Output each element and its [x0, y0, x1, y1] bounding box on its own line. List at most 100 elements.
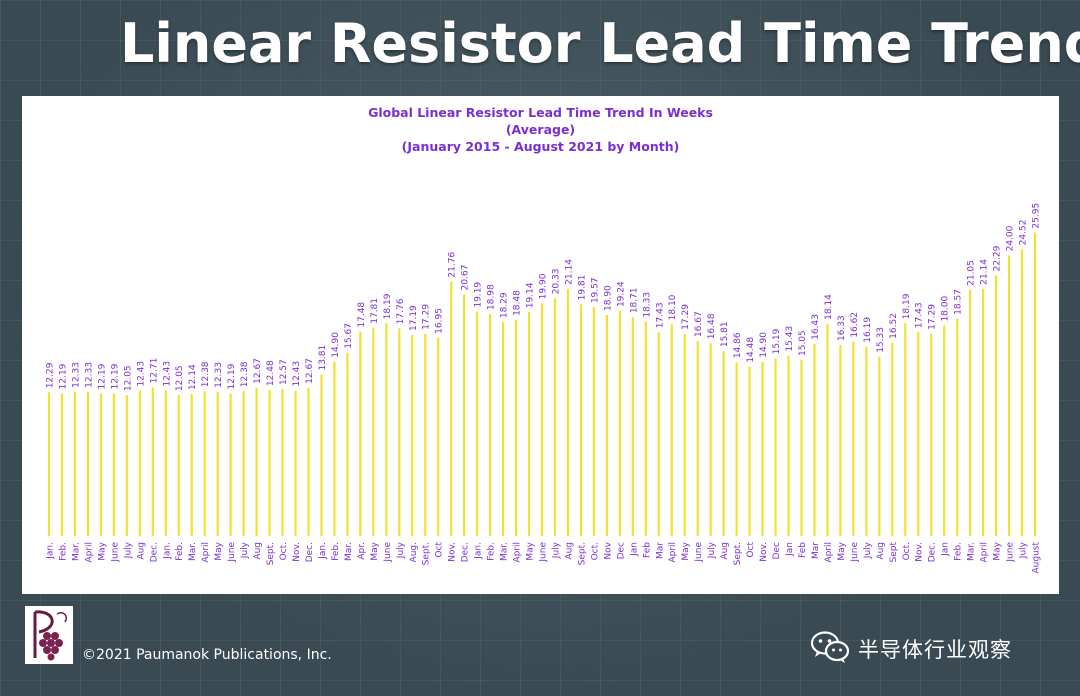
bar — [1007, 255, 1011, 536]
data-label: 15.19 — [772, 328, 782, 354]
chart-subtitle: (Average) — [505, 122, 576, 137]
x-tick-label: May — [97, 541, 107, 560]
bar — [852, 341, 855, 536]
bar — [670, 324, 673, 536]
bar — [735, 362, 738, 536]
x-tick-label: Mar. — [188, 542, 198, 561]
data-label: 17.29 — [422, 304, 432, 330]
x-tick-label: Aug. — [409, 542, 419, 562]
bar — [450, 281, 453, 536]
x-tick-label: Sept — [889, 542, 899, 563]
x-tick-label: Nov. — [448, 542, 458, 562]
bar — [644, 321, 647, 536]
x-tick-label: Mar — [811, 542, 821, 559]
data-label: 12.19 — [58, 363, 68, 389]
bar — [99, 393, 102, 536]
bar — [203, 391, 206, 536]
bar — [229, 393, 232, 536]
x-tick-label: Feb — [642, 542, 652, 558]
bar — [424, 333, 427, 536]
x-tick-label: Dec. — [149, 542, 159, 562]
data-label: 18.29 — [500, 292, 510, 318]
x-tick-label: July — [863, 541, 873, 559]
data-label: 14.48 — [746, 337, 756, 363]
bar — [800, 360, 803, 536]
wechat-icon — [810, 630, 850, 668]
bar — [553, 298, 557, 536]
x-tick-label: April — [84, 542, 94, 563]
bar — [904, 323, 907, 536]
x-tick-label: Dec — [772, 542, 782, 559]
data-label: 19.24 — [616, 281, 626, 307]
bar — [943, 325, 946, 536]
bar — [73, 391, 77, 536]
x-tick-label: July — [240, 541, 250, 559]
bar — [994, 275, 998, 536]
x-tick-label: Aug — [136, 542, 146, 560]
data-label: 14.90 — [331, 332, 341, 358]
bar — [138, 390, 141, 536]
x-tick-label: Jan — [941, 542, 951, 557]
bar — [592, 307, 595, 536]
bar — [216, 391, 219, 536]
bar — [527, 312, 531, 536]
data-label: 16.67 — [694, 311, 704, 337]
data-label: 18.19 — [383, 293, 393, 319]
data-label: 13.81 — [318, 345, 328, 371]
data-label: 12.29 — [46, 362, 56, 388]
data-label: 18.14 — [824, 294, 834, 320]
bar — [294, 390, 297, 536]
x-tick-label: June — [227, 542, 237, 563]
x-tick-label: Nov. — [759, 542, 769, 562]
x-tick-label: Mar. — [967, 542, 977, 561]
data-label: 18.10 — [668, 294, 678, 320]
x-tick-label: June — [110, 542, 120, 563]
data-label: 16.48 — [707, 313, 717, 339]
x-tick-label: Mar — [655, 542, 665, 559]
data-label: 12.05 — [123, 365, 133, 391]
bar — [709, 343, 712, 536]
data-label: 12.38 — [201, 361, 211, 387]
data-label: 18.71 — [629, 287, 639, 313]
x-tick-label: May — [837, 541, 847, 560]
x-tick-label: June — [539, 542, 549, 563]
data-label: 12.43 — [292, 361, 302, 387]
data-label: 17.81 — [370, 298, 380, 324]
x-tick-label: Nov — [603, 541, 613, 559]
bar — [112, 393, 115, 536]
x-tick-label: June — [850, 542, 860, 563]
x-tick-label: Oct — [435, 542, 445, 558]
data-label: 20.33 — [551, 269, 561, 295]
bar — [722, 351, 725, 536]
data-label: 16.95 — [435, 308, 445, 334]
bar — [463, 294, 466, 536]
bar — [281, 389, 284, 536]
bar — [164, 390, 167, 536]
data-label: 12.05 — [175, 365, 185, 391]
slide-title: Linear Resistor Lead Time Trend — [120, 12, 1080, 75]
data-label: 17.48 — [357, 302, 367, 328]
bar — [320, 374, 323, 536]
bar — [242, 391, 245, 536]
data-label: 12.33 — [84, 362, 94, 388]
bar — [774, 358, 777, 536]
x-tick-label: August — [1032, 542, 1042, 574]
x-tick-label: Oct. — [279, 542, 289, 560]
x-tick-label: Feb. — [954, 542, 964, 561]
bar — [683, 333, 686, 536]
x-tick-label: Mar. — [344, 542, 354, 561]
x-tick-label: Oct. — [590, 542, 600, 560]
data-label: 24.00 — [1006, 225, 1016, 251]
data-label: 16.62 — [850, 312, 860, 338]
x-tick-label: Nov. — [915, 542, 925, 562]
x-tick-label: July — [707, 541, 717, 559]
x-tick-label: July — [551, 541, 561, 559]
bar — [696, 341, 699, 536]
x-tick-label: Apr. — [357, 542, 367, 560]
x-tick-label: April — [513, 542, 523, 563]
bar — [631, 317, 634, 536]
bar — [1033, 232, 1037, 536]
bar — [476, 311, 479, 536]
bar-chart: 12.29 Jan. 12.19 Feb. 12.33 Mar. 12.33 April 12.… — [46, 203, 1042, 574]
data-label: 24.52 — [1019, 220, 1029, 246]
